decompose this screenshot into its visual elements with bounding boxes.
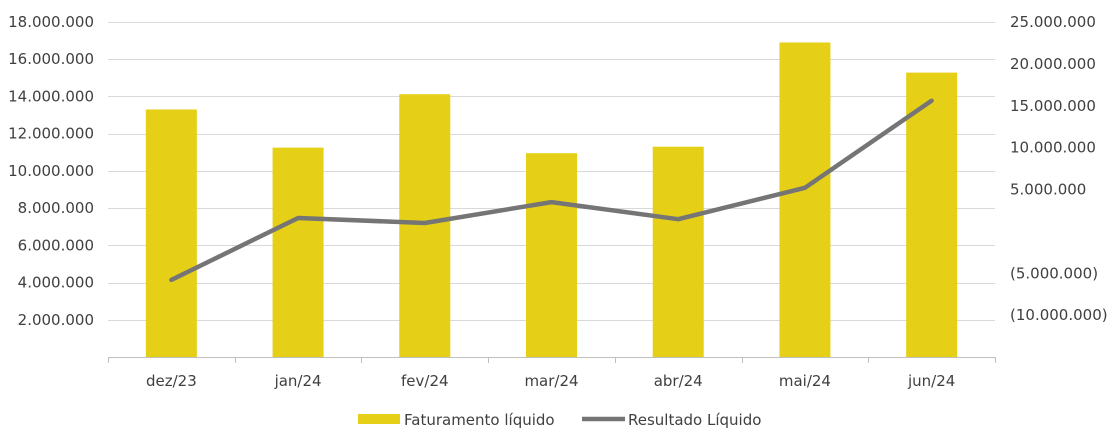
right-tick-label-5: 20.000.000 bbox=[1010, 55, 1096, 73]
x-tick-label-mar-24: mar/24 bbox=[524, 372, 578, 390]
bar-jan-24 bbox=[272, 147, 324, 357]
legend-swatch-faturamento bbox=[358, 414, 400, 424]
right-tick-label-6: 25.000.000 bbox=[1010, 13, 1096, 31]
left-tick-label-5: 12.000.000 bbox=[8, 125, 94, 143]
line-series-resultado bbox=[169, 98, 934, 283]
left-tick-label-8: 18.000.000 bbox=[8, 13, 94, 31]
bar-dez-23 bbox=[145, 109, 197, 357]
right-tick-label-1: (5.000.000) bbox=[1010, 264, 1098, 282]
left-axis-ticks: 2.000.000 4.000.000 6.000.000 8.000.000 10.0… bbox=[8, 13, 94, 329]
legend: Faturamento líquido Resultado Líquido bbox=[358, 411, 761, 429]
right-tick-label-0: (10.000.000) bbox=[1010, 306, 1107, 324]
x-tick-label-dez-23: dez/23 bbox=[146, 372, 197, 390]
right-tick-label-4: 15.000.000 bbox=[1010, 97, 1096, 115]
bar-mar-24 bbox=[526, 153, 577, 357]
right-axis-ticks: (10.000.000) (5.000.000) 5.000.000 10.000.0… bbox=[1010, 13, 1107, 324]
left-tick-label-7: 16.000.000 bbox=[8, 50, 94, 68]
x-tick-label-abr-24: abr/24 bbox=[654, 372, 703, 390]
right-tick-label-2: 5.000.000 bbox=[1010, 181, 1086, 199]
legend-label-resultado: Resultado Líquido bbox=[628, 411, 761, 429]
x-tick-label-jan-24: jan/24 bbox=[274, 372, 322, 390]
bar-abr-24 bbox=[652, 146, 704, 357]
legend-label-faturamento: Faturamento líquido bbox=[404, 411, 555, 429]
x-axis-ticks: dez/23 jan/24 fev/24 mar/24 abr/24 mai/24 jun/… bbox=[108, 357, 996, 390]
x-tick-label-fev-24: fev/24 bbox=[401, 372, 449, 390]
x-tick-label-mai-24: mai/24 bbox=[779, 372, 831, 390]
right-tick-label-3: 10.000.000 bbox=[1010, 139, 1096, 157]
left-tick-label-1: 4.000.000 bbox=[18, 274, 94, 292]
left-tick-label-2: 6.000.000 bbox=[18, 236, 94, 254]
bar-mai-24 bbox=[779, 42, 831, 357]
bar-series-faturamento bbox=[145, 42, 958, 357]
left-tick-label-3: 8.000.000 bbox=[18, 199, 94, 217]
bar-fev-24 bbox=[399, 94, 451, 357]
x-tick-label-jun-24: jun/24 bbox=[907, 372, 955, 390]
left-tick-label-4: 10.000.000 bbox=[8, 162, 94, 180]
bar-jun-24 bbox=[906, 72, 958, 357]
left-tick-label-6: 14.000.000 bbox=[8, 87, 94, 105]
left-tick-label-0: 2.000.000 bbox=[18, 311, 94, 329]
